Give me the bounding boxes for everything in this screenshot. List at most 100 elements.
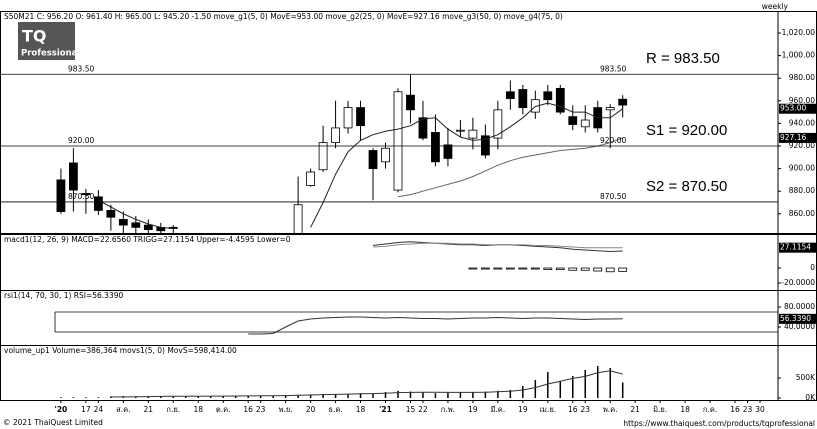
histogram-bar <box>530 267 540 270</box>
candle-body <box>331 127 340 144</box>
candle-body <box>143 224 153 231</box>
x-tick-label: 19 <box>518 405 528 414</box>
x-tick-label: 30 <box>755 405 765 414</box>
indicator-line <box>248 316 623 335</box>
candle-body <box>543 91 553 101</box>
value-marker-label: 27.1154 <box>780 243 811 252</box>
histogram-bar <box>505 267 515 270</box>
x-tick-label: ก.ย. <box>166 405 180 414</box>
volume-bar <box>522 386 524 398</box>
plot <box>56 74 628 233</box>
volume-bar <box>322 394 324 398</box>
candle-body <box>406 94 415 111</box>
value-marker-label: 927.16 <box>780 133 806 142</box>
volume-bar <box>247 396 249 398</box>
volume-bar <box>259 395 262 398</box>
volume-bar <box>509 390 512 398</box>
y-tick-label: 1,000.00 <box>782 51 816 60</box>
x-tick-label: 21 <box>144 405 154 414</box>
y-tick-label: 880.00 <box>789 186 815 195</box>
x-tick-label: 20 <box>306 405 316 414</box>
x-tick-label: 18 <box>680 405 690 414</box>
candle-body <box>343 107 353 129</box>
x-tick-label: 16 <box>730 405 740 414</box>
candle-body <box>131 222 141 228</box>
volume-bar <box>497 390 499 398</box>
candle-body <box>393 91 403 191</box>
candle-body <box>580 119 590 128</box>
y-tick-label: 1,020.00 <box>782 28 816 37</box>
level-label: 983.50 <box>68 64 94 73</box>
x-tick-label: ก.พ. <box>441 405 455 414</box>
level-label: 870.50 <box>600 192 626 201</box>
volume-bar <box>197 396 199 398</box>
candle-body <box>443 144 453 159</box>
volume-bar <box>172 396 175 398</box>
histogram-bar <box>468 267 478 270</box>
x-tick-label: เม.ย. <box>539 405 556 414</box>
histogram-bar <box>480 267 490 270</box>
volume-bar <box>234 395 237 398</box>
volume-bar <box>559 381 562 398</box>
volume-bar <box>284 395 287 398</box>
candle-body <box>381 147 390 163</box>
candle-body <box>81 193 91 195</box>
x-tick-label: 17 <box>81 405 91 414</box>
volume-bar <box>584 370 586 398</box>
volume-bar <box>621 382 624 398</box>
y-tick-label: 40.0000 <box>784 322 815 331</box>
x-tick-label: 19 <box>468 405 478 414</box>
y-tick-label: 80.0000 <box>784 302 815 311</box>
plot <box>372 241 628 273</box>
volume-bar <box>596 366 599 398</box>
candle-body <box>431 132 440 163</box>
value-marker-label: 953.00 <box>780 104 806 113</box>
histogram-bar <box>568 267 578 271</box>
x-tick-label: 15 <box>406 405 416 414</box>
histogram-bar <box>593 267 603 272</box>
x-tick-label: ส.ค. <box>116 405 130 414</box>
volume-bar <box>222 396 224 398</box>
volume-bar <box>609 368 611 398</box>
histogram-bar <box>543 267 553 270</box>
candle-body <box>106 210 116 218</box>
volume-bar <box>397 390 399 398</box>
moving-average <box>397 137 623 198</box>
level-annotation: R = 983.50 <box>646 50 720 67</box>
volume-bar <box>572 376 574 398</box>
candle-body <box>418 117 428 139</box>
volume-bar <box>309 394 312 398</box>
indicator-line <box>372 242 623 249</box>
logo-subtitle: Professional <box>21 49 80 59</box>
panel-header: macd1(12, 26, 9) MACD=22.6560 TRIGG=27.1… <box>4 235 291 244</box>
y-tick-label: 980.00 <box>789 73 815 82</box>
volume-bar <box>472 392 474 398</box>
volume-bar <box>60 397 62 398</box>
candle-body <box>568 116 578 125</box>
histogram-bar <box>555 267 565 270</box>
x-tick-label: 18 <box>193 405 203 414</box>
volume-bar <box>110 396 112 398</box>
histogram-bar <box>605 267 615 273</box>
candle-body <box>56 179 66 212</box>
x-tick-label: 18 <box>356 405 366 414</box>
volume-bar <box>459 392 462 398</box>
panel-header: volume_up1 Volume=386,364 movs1(5, 0) Mo… <box>4 346 237 355</box>
x-tick-label: มี.ค. <box>490 405 505 414</box>
x-tick-label: 22 <box>418 405 428 414</box>
volume-bar <box>297 394 299 398</box>
x-tick-label: 16 <box>568 405 578 414</box>
candle-body <box>356 107 365 127</box>
candle-body <box>318 142 328 171</box>
x-tick-label: ต.ค. <box>216 405 231 414</box>
x-tick-label: '20 <box>55 405 68 414</box>
candle-body <box>505 91 515 99</box>
level-label: 870.50 <box>68 192 94 201</box>
plot <box>248 316 623 335</box>
logo-box <box>18 22 75 60</box>
volume-bar <box>547 372 549 398</box>
volume-bar <box>185 396 187 398</box>
